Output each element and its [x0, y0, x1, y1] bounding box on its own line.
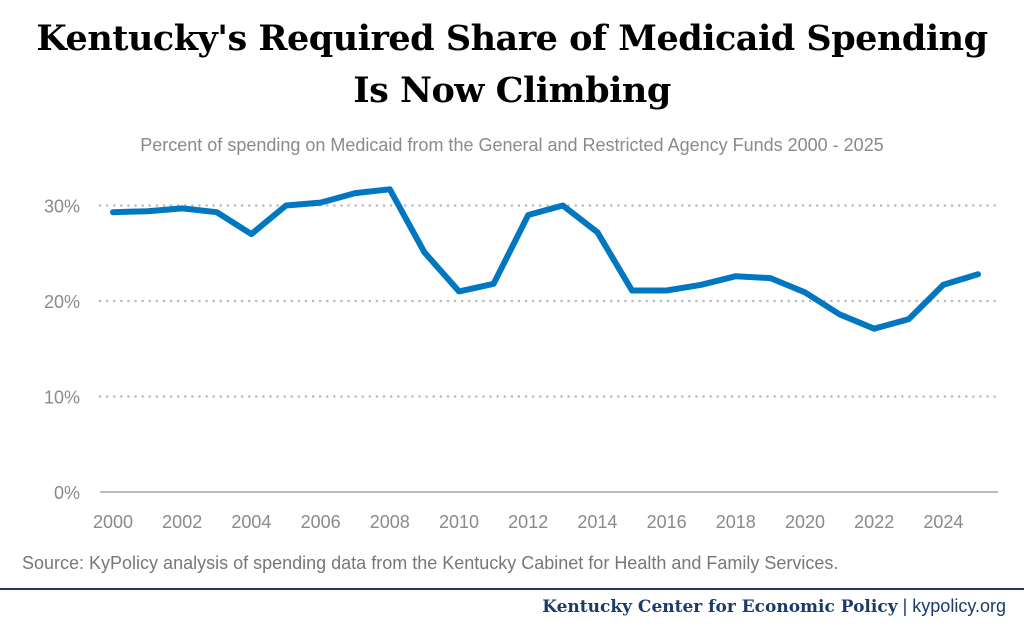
- x-tick-label: 2012: [508, 512, 548, 532]
- x-tick-label: 2000: [93, 512, 133, 532]
- footer-divider: [0, 588, 1024, 590]
- x-tick-label: 2016: [647, 512, 687, 532]
- footer: Kentucky Center for Economic Policy | ky…: [542, 596, 1006, 617]
- y-tick-label: 20%: [44, 292, 80, 312]
- footer-separator: |: [902, 596, 908, 616]
- x-tick-label: 2022: [854, 512, 894, 532]
- source-note: Source: KyPolicy analysis of spending da…: [22, 553, 839, 573]
- footer-org: Kentucky Center for Economic Policy: [542, 597, 898, 617]
- chart-title-line2: Is Now Climbing: [353, 70, 671, 111]
- footer-site[interactable]: kypolicy.org: [912, 596, 1006, 616]
- x-tick-label: 2010: [439, 512, 479, 532]
- x-tick-label: 2004: [231, 512, 271, 532]
- x-tick-label: 2002: [162, 512, 202, 532]
- chart-subtitle: Percent of spending on Medicaid from the…: [140, 135, 884, 155]
- x-tick-label: 2006: [301, 512, 341, 532]
- x-tick-label: 2008: [370, 512, 410, 532]
- y-tick-label: 30%: [44, 197, 80, 217]
- y-tick-label: 0%: [54, 483, 80, 503]
- x-tick-label: 2024: [923, 512, 963, 532]
- chart-title-line1: Kentucky's Required Share of Medicaid Sp…: [36, 18, 988, 59]
- x-tick-label: 2014: [577, 512, 617, 532]
- series-line: [110, 186, 981, 332]
- x-tick-label: 2020: [785, 512, 825, 532]
- x-tick-label: 2018: [716, 512, 756, 532]
- y-tick-label: 10%: [44, 388, 80, 408]
